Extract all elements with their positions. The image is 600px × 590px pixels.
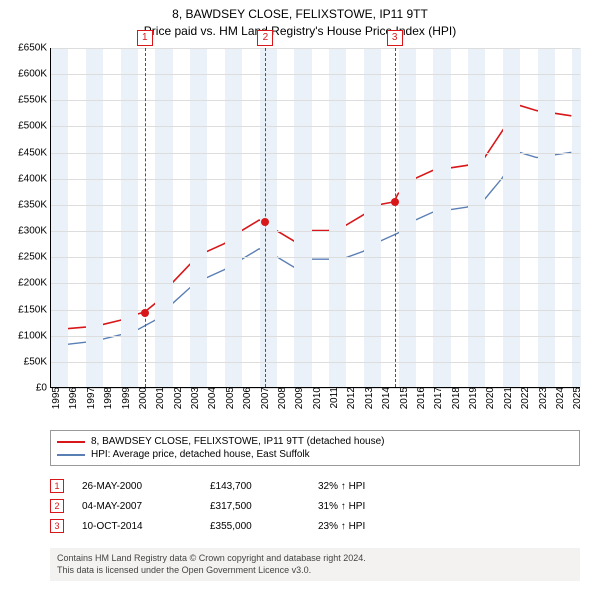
x-tick-label: 2011 [325,387,340,409]
x-tick-label: 2006 [238,387,253,409]
gridline [51,100,580,101]
footer-line1: Contains HM Land Registry data © Crown c… [57,553,573,565]
y-tick-label: £50K [24,356,51,367]
x-tick-label: 2000 [134,387,149,409]
sale-price: £317,500 [210,501,300,512]
gridline [51,257,580,258]
sale-date: 04-MAY-2007 [82,501,192,512]
sale-marker-box: 3 [387,30,403,46]
y-tick-label: £550K [18,95,51,106]
y-tick-label: £350K [18,199,51,210]
gridline [51,310,580,311]
legend-label: HPI: Average price, detached house, East… [91,449,310,460]
x-tick-label: 2008 [273,387,288,409]
sale-marker-point [261,218,269,226]
gridline [51,74,580,75]
legend-row: HPI: Average price, detached house, East… [57,448,573,461]
x-tick-label: 2014 [377,387,392,409]
x-tick-label: 1998 [99,387,114,409]
sale-price: £355,000 [210,521,300,532]
footer-attribution: Contains HM Land Registry data © Crown c… [50,548,580,581]
sale-marker-line [395,48,396,387]
sales-table: 1 26-MAY-2000 £143,700 32% ↑ HPI 2 04-MAY-200… [50,476,580,536]
x-tick-label: 1996 [64,387,79,409]
x-tick-label: 2003 [186,387,201,409]
y-tick-label: £400K [18,173,51,184]
x-tick-label: 2005 [221,387,236,409]
gridline [51,48,580,49]
x-tick-label: 2002 [169,387,184,409]
sale-num-box: 2 [50,499,64,513]
x-tick-label: 2015 [395,387,410,409]
x-tick-label: 2009 [290,387,305,409]
x-tick-label: 1999 [117,387,132,409]
gridline [51,153,580,154]
y-tick-label: £250K [18,252,51,263]
gridline [51,179,580,180]
x-tick-label: 2016 [412,387,427,409]
x-tick-label: 1997 [82,387,97,409]
x-tick-label: 2021 [499,387,514,409]
x-tick-label: 2019 [464,387,479,409]
y-tick-label: £100K [18,330,51,341]
chart-plot-area: £0£50K£100K£150K£200K£250K£300K£350K£400… [50,48,580,388]
sale-delta: 32% ↑ HPI [318,481,365,492]
gridline [51,231,580,232]
sale-marker-box: 2 [257,30,273,46]
footer-line2: This data is licensed under the Open Gov… [57,565,573,577]
y-tick-label: £450K [18,147,51,158]
sale-num-box: 1 [50,479,64,493]
x-tick-label: 2001 [151,387,166,409]
sale-row: 3 10-OCT-2014 £355,000 23% ↑ HPI [50,516,580,536]
sale-delta: 31% ↑ HPI [318,501,365,512]
chart-container: 8, BAWDSEY CLOSE, FELIXSTOWE, IP11 9TT P… [0,0,600,590]
x-tick-label: 2010 [308,387,323,409]
gridline [51,126,580,127]
x-tick-label: 2012 [342,387,357,409]
x-tick-label: 2024 [551,387,566,409]
sale-price: £143,700 [210,481,300,492]
x-tick-label: 1995 [47,387,62,409]
y-tick-label: £500K [18,121,51,132]
legend: 8, BAWDSEY CLOSE, FELIXSTOWE, IP11 9TT (… [50,430,580,466]
sale-row: 1 26-MAY-2000 £143,700 32% ↑ HPI [50,476,580,496]
gridline [51,336,580,337]
legend-row: 8, BAWDSEY CLOSE, FELIXSTOWE, IP11 9TT (… [57,435,573,448]
y-tick-label: £150K [18,304,51,315]
x-tick-label: 2018 [447,387,462,409]
legend-swatch [57,441,85,443]
sale-date: 10-OCT-2014 [82,521,192,532]
gridline [51,283,580,284]
y-tick-label: £300K [18,226,51,237]
sale-marker-point [391,198,399,206]
x-tick-label: 2023 [534,387,549,409]
sale-marker-point [141,309,149,317]
legend-swatch [57,454,85,456]
sale-num-box: 3 [50,519,64,533]
x-tick-label: 2004 [203,387,218,409]
x-tick-label: 2025 [568,387,583,409]
sale-marker-line [145,48,146,387]
sale-delta: 23% ↑ HPI [318,521,365,532]
title-line2: Price paid vs. HM Land Registry's House … [0,23,600,40]
sale-marker-box: 1 [137,30,153,46]
x-tick-label: 2017 [429,387,444,409]
sale-row: 2 04-MAY-2007 £317,500 31% ↑ HPI [50,496,580,516]
x-tick-label: 2022 [516,387,531,409]
y-tick-label: £600K [18,69,51,80]
title-line1: 8, BAWDSEY CLOSE, FELIXSTOWE, IP11 9TT [0,6,600,23]
x-tick-label: 2020 [481,387,496,409]
y-tick-label: £650K [18,43,51,54]
gridline [51,362,580,363]
gridline [51,205,580,206]
x-tick-label: 2013 [360,387,375,409]
legend-label: 8, BAWDSEY CLOSE, FELIXSTOWE, IP11 9TT (… [91,436,384,447]
sale-date: 26-MAY-2000 [82,481,192,492]
x-tick-label: 2007 [256,387,271,409]
y-tick-label: £200K [18,278,51,289]
title-block: 8, BAWDSEY CLOSE, FELIXSTOWE, IP11 9TT P… [0,0,600,40]
